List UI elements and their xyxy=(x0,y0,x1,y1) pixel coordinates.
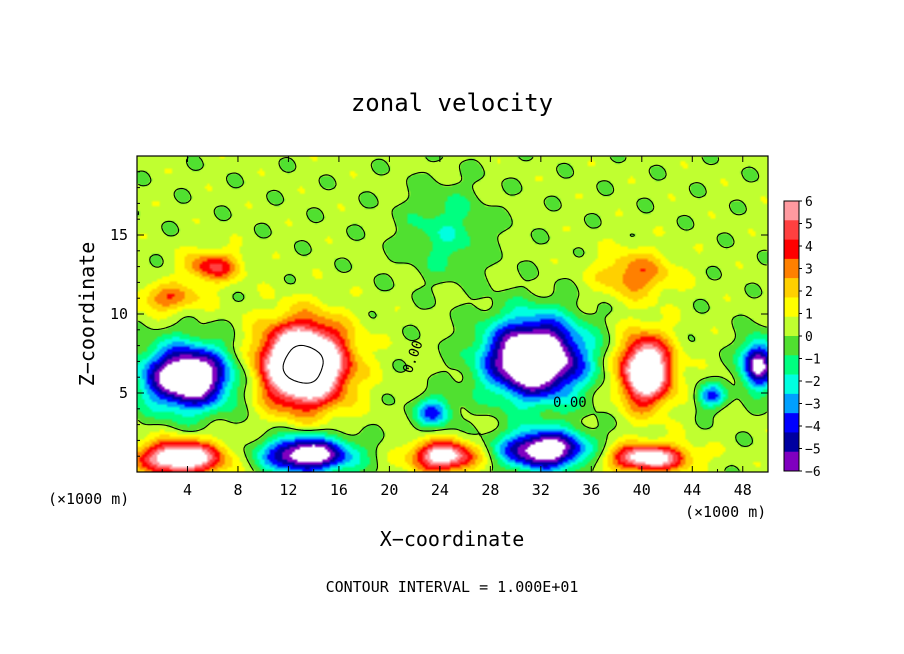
colorbar: 6 5 4 3 2 1 0 −1 −2 −3 −4 −5 −6 xyxy=(783,195,821,480)
colorbar-swatch xyxy=(784,413,799,433)
colorbar-tick-label: −3 xyxy=(805,398,821,413)
colorbar-swatch xyxy=(784,278,799,298)
colorbar-swatch xyxy=(784,393,799,414)
colorbar-swatch xyxy=(784,432,799,453)
chart-title: zonal velocity xyxy=(351,89,553,117)
colorbar-tick-label: 6 xyxy=(805,195,813,210)
colorbar-tick-label: −1 xyxy=(805,353,821,368)
colorbar-swatch xyxy=(784,374,799,395)
colorbar-tick-label: −4 xyxy=(805,420,821,435)
x-tick-label: 4 xyxy=(183,481,192,499)
colorbar-swatch xyxy=(784,201,799,221)
colorbar-tick-label: 4 xyxy=(805,240,813,255)
colorbar-tick-label: 5 xyxy=(805,218,813,233)
colorbar-swatch xyxy=(784,336,799,356)
x-tick-label: 12 xyxy=(279,481,297,499)
x-tick-label: 28 xyxy=(481,481,499,499)
x-tick-label: 20 xyxy=(380,481,398,499)
colorbar-tick-label: 3 xyxy=(805,263,813,278)
colorbar-swatch xyxy=(784,220,799,240)
plot-area xyxy=(137,156,768,472)
colorbar-tick-label: 2 xyxy=(805,285,813,300)
x-tick-label: 32 xyxy=(532,481,550,499)
y-tick-label: 5 xyxy=(119,384,128,402)
contour-interval-note: CONTOUR INTERVAL = 1.000E+01 xyxy=(326,578,579,596)
x-tick-label: 40 xyxy=(633,481,651,499)
x-tick-label: 44 xyxy=(683,481,701,499)
colorbar-swatch xyxy=(784,451,799,472)
colorbar-swatch xyxy=(784,316,799,337)
contour-positive-10 xyxy=(282,344,324,384)
x-axis-ticks: 4 8 12 16 20 24 28 32 36 40 44 48 xyxy=(161,156,752,499)
x-axis-label: X−coordinate xyxy=(380,527,525,551)
colorbar-swatch xyxy=(784,239,799,260)
contour-label: 0.00 xyxy=(553,395,587,411)
colorbar-tick-label: −6 xyxy=(805,465,821,480)
colorbar-swatch xyxy=(784,355,799,375)
y-axis-label: Z−coordinate xyxy=(75,242,99,387)
colorbar-swatch xyxy=(784,297,799,318)
x-axis-unit: (×1000 m) xyxy=(685,503,766,521)
x-tick-label: 8 xyxy=(233,481,242,499)
colorbar-swatch xyxy=(784,258,799,279)
y-axis-unit: (×1000 m) xyxy=(48,490,129,508)
colorbar-tick-label: −2 xyxy=(805,375,821,390)
colorbar-tick-label: −5 xyxy=(805,443,821,458)
colorbar-tick-label: 0 xyxy=(805,330,813,345)
x-tick-label: 36 xyxy=(582,481,600,499)
y-tick-label: 15 xyxy=(110,226,128,244)
y-tick-label: 10 xyxy=(110,305,128,323)
x-tick-label: 48 xyxy=(734,481,752,499)
colorbar-tick-label: 1 xyxy=(805,308,813,323)
x-tick-label: 24 xyxy=(431,481,449,499)
heatmap-field xyxy=(137,156,768,472)
y-axis-ticks: 5 10 15 xyxy=(110,171,768,457)
x-tick-label: 16 xyxy=(330,481,348,499)
